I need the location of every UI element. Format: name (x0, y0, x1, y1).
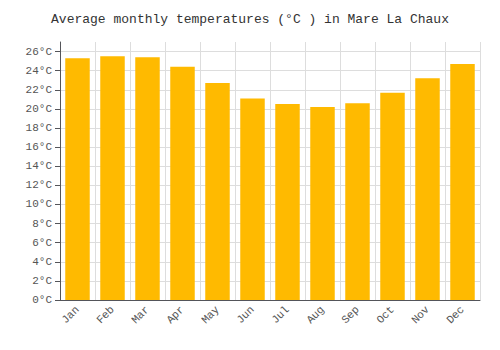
svg-text:Nov: Nov (409, 303, 432, 326)
svg-text:May: May (199, 303, 222, 326)
svg-text:Oct: Oct (374, 304, 396, 326)
svg-text:18°C: 18°C (26, 122, 53, 134)
svg-text:16°C: 16°C (26, 141, 53, 153)
svg-text:Jun: Jun (234, 304, 256, 326)
svg-text:20°C: 20°C (26, 103, 53, 115)
svg-text:14°C: 14°C (26, 160, 53, 172)
svg-text:Aug: Aug (304, 304, 326, 326)
svg-text:24°C: 24°C (26, 65, 53, 77)
svg-text:2°C: 2°C (32, 275, 52, 287)
svg-text:Jul: Jul (269, 304, 291, 326)
svg-text:Jan: Jan (59, 304, 81, 326)
svg-text:Mar: Mar (129, 304, 151, 326)
svg-text:8°C: 8°C (32, 218, 52, 230)
svg-text:22°C: 22°C (26, 84, 53, 96)
svg-text:Dec: Dec (444, 304, 466, 326)
svg-text:Feb: Feb (94, 304, 116, 326)
svg-text:Sep: Sep (339, 304, 361, 326)
svg-text:12°C: 12°C (26, 179, 53, 191)
svg-text:Average monthly temperatures (: Average monthly temperatures (°C ) in Ma… (51, 12, 449, 27)
svg-text:0°C: 0°C (32, 294, 52, 306)
svg-text:Apr: Apr (164, 304, 186, 326)
svg-text:10°C: 10°C (26, 198, 53, 210)
svg-text:6°C: 6°C (32, 237, 52, 249)
svg-text:4°C: 4°C (32, 256, 52, 268)
svg-text:26°C: 26°C (26, 46, 53, 58)
